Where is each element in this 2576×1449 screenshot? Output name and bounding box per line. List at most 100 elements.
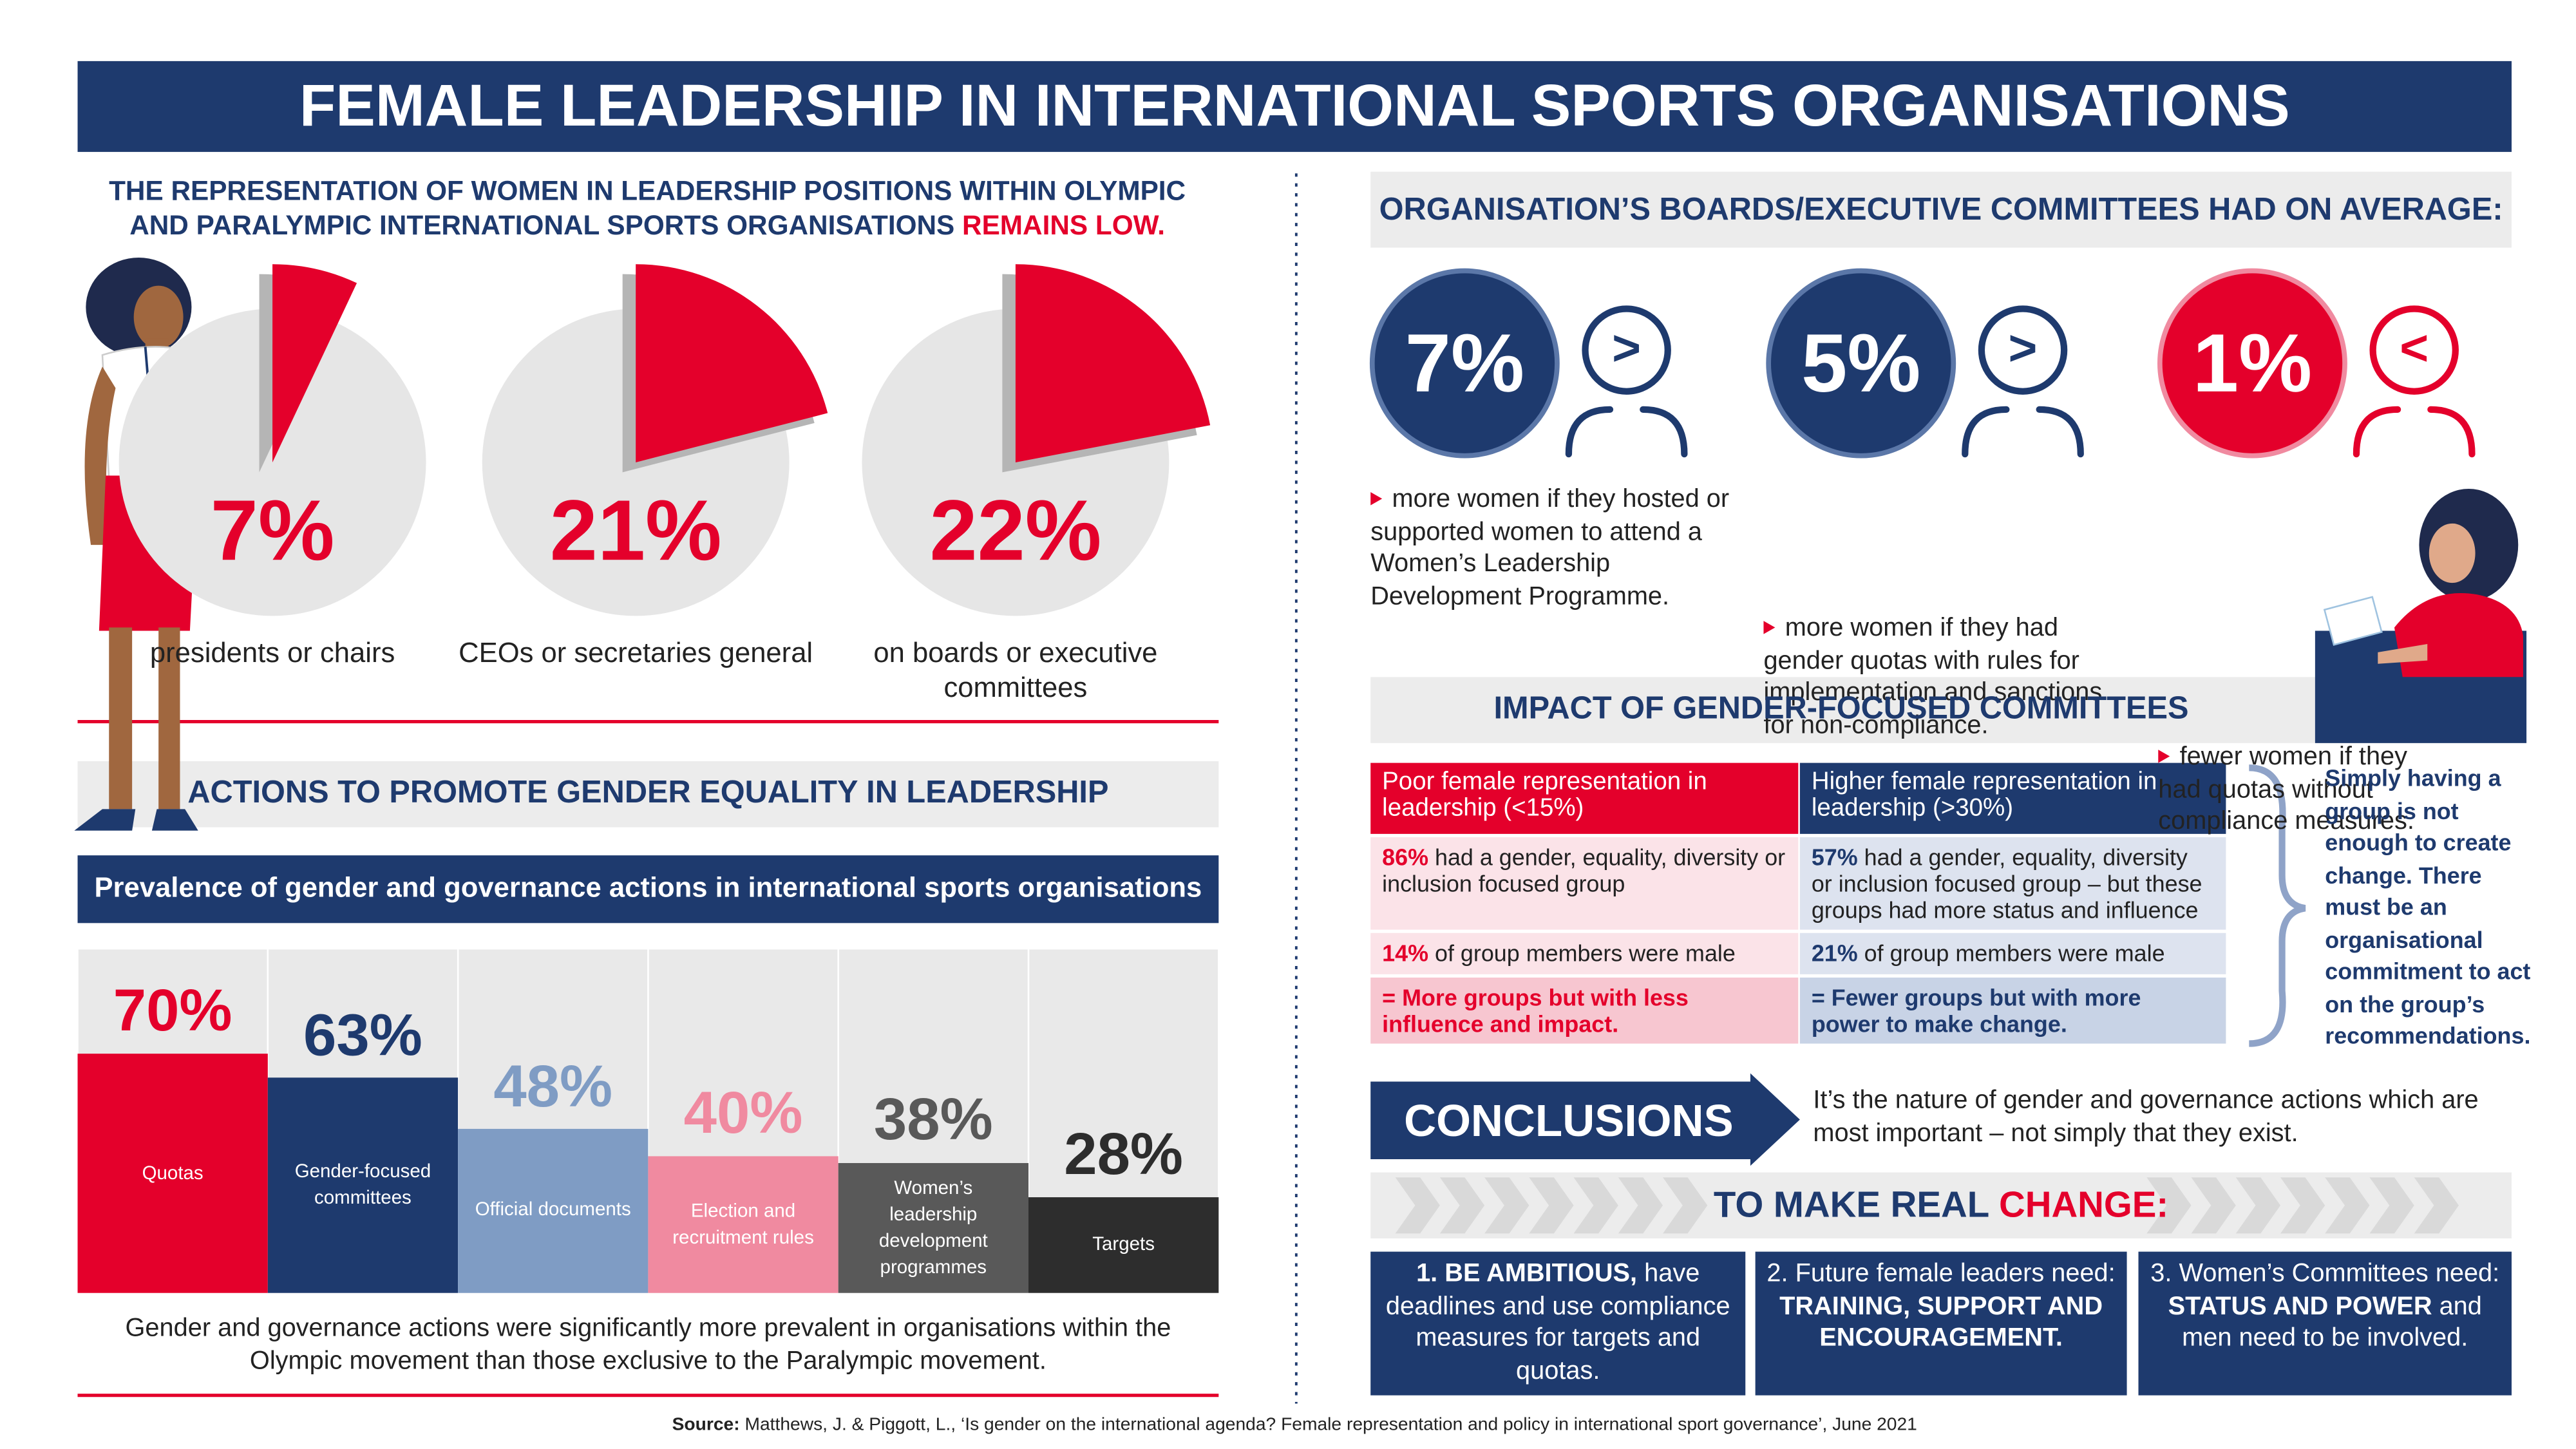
- bar: [267, 1077, 459, 1293]
- bar: [77, 1054, 268, 1293]
- actions-heading: ACTIONS TO PROMOTE GENDER EQUALITY IN LE…: [187, 776, 1109, 811]
- stat: 5%: [1801, 317, 1921, 410]
- impact-heading: IMPACT OF GENDER-FOCUSED COMMITTEES: [1493, 692, 2189, 727]
- bar-value-label: 38%: [873, 1085, 993, 1153]
- pie-category: CEOs or secretaries general: [459, 637, 813, 669]
- pie-value-label: 22%: [929, 484, 1102, 580]
- cell-text: had a gender, equality, diversity or inc…: [1382, 844, 1786, 897]
- step-text: 1. BE AMBITIOUS,: [1416, 1260, 1638, 1288]
- stat-circle: [1369, 268, 1560, 459]
- illustration: [2315, 488, 2527, 743]
- table-summary: = More groups but with less influence an…: [1382, 984, 1689, 1037]
- table-cell: [1370, 977, 1799, 1044]
- bar-title: Prevalence of gender and governance acti…: [94, 871, 1202, 904]
- source: Source: Matthews, J. & Piggott, L., ‘Is …: [78, 1414, 2512, 1437]
- intro-highlight: REMAINS LOW.: [962, 211, 1166, 242]
- bar-value-label: 40%: [683, 1078, 803, 1146]
- pie-background: [118, 308, 426, 616]
- table-cell: [1370, 837, 1799, 930]
- title-band: [77, 61, 2512, 152]
- table-cell: 14% of group members were male: [1370, 933, 1798, 973]
- cell-text: had a gender, equality, diversity or inc…: [1811, 844, 2202, 923]
- table-header: [1370, 762, 1799, 834]
- conclusions-text: It’s the nature of gender and governance…: [1813, 1086, 2479, 1147]
- table-cell: 21% of group members were male: [1800, 933, 2226, 973]
- actions-band: [77, 761, 1219, 828]
- boards-heading: ORGANISATION’S BOARDS/EXECUTIVE COMMITTE…: [1379, 193, 2503, 228]
- step-text: TRAINING, SUPPORT AND ENCOURAGEMENT.: [1779, 1292, 2103, 1352]
- step-text: have deadlines and use compliance measur…: [1385, 1260, 1730, 1385]
- table-header: [1799, 762, 2226, 834]
- pie-category: on boards or executive committees: [873, 637, 1158, 704]
- cell-text: of group members were male: [1864, 939, 2165, 966]
- bar: [1028, 1197, 1219, 1293]
- boards-text: fewer women if they had quotas without c…: [2158, 741, 2422, 838]
- stat-circle: [2157, 268, 2347, 459]
- bar: [648, 1156, 838, 1293]
- conclusions-arrow: [1370, 1073, 1800, 1166]
- boards-text: more women if they hosted or supported w…: [1370, 484, 1742, 612]
- intro-text: THE REPRESENTATION OF WOMEN IN LEADERSHI…: [109, 176, 1186, 242]
- bar-note: Gender and governance actions were signi…: [125, 1314, 1171, 1376]
- change-text: TO MAKE REAL: [1713, 1184, 1989, 1226]
- symbol: >: [2008, 321, 2038, 377]
- stat-circle: [1766, 268, 1956, 459]
- step-box: [2138, 1251, 2512, 1396]
- source-text: Matthews, J. & Piggott, L., ‘Is gender o…: [744, 1415, 1917, 1435]
- bar-category: Women’s leadership development programme…: [878, 1178, 988, 1278]
- step-text: 2. Future female leaders need:: [1766, 1260, 2116, 1288]
- table-cell: 57% had a gender, equality, diversity or…: [1800, 837, 2226, 930]
- conclusions-label: CONCLUSIONS: [1404, 1096, 1734, 1146]
- table-cell: [1370, 933, 1799, 974]
- cell-stat: 21%: [1811, 939, 1858, 966]
- step-box: [1755, 1251, 2127, 1396]
- step-box: [1370, 1251, 1746, 1396]
- intro: THE REPRESENTATION OF WOMEN IN LEADERSHI…: [86, 175, 1209, 245]
- pie-value-label: 7%: [210, 484, 335, 580]
- stat: 7%: [1405, 317, 1524, 410]
- bar-category: Official documents: [475, 1200, 631, 1221]
- step-text: 3. Women’s Committees need:: [2150, 1260, 2500, 1288]
- title: FEMALE LEADERSHIP IN INTERNATIONAL SPORT…: [299, 71, 2290, 139]
- table-header: Higher female representation in leadersh…: [1811, 768, 2157, 822]
- step: 1. BE AMBITIOUS, have deadlines and use …: [1381, 1258, 1736, 1387]
- table-summary: = Fewer groups but with more power to ma…: [1811, 984, 2141, 1037]
- table-cell: [1799, 933, 2226, 974]
- bar-category: Gender-focused committees: [294, 1162, 431, 1209]
- cell-stat: 86%: [1382, 844, 1429, 871]
- boards-text: more women if they had gender quotas wit…: [1763, 612, 2130, 741]
- step: 3. Women’s Committees need: STATUS AND P…: [2148, 1258, 2502, 1355]
- bar-category: Quotas: [142, 1163, 204, 1184]
- change-heading: TO MAKE REAL CHANGE:: [1370, 1184, 2512, 1227]
- step-text: STATUS AND POWER: [2168, 1292, 2432, 1320]
- pie-slice: [636, 264, 828, 462]
- source-label: Source:: [672, 1415, 740, 1435]
- cell-text: of group members were male: [1435, 939, 1736, 966]
- symbol: >: [1612, 321, 1642, 377]
- boards-band: [1370, 171, 2512, 248]
- table-cell: 86% had a gender, equality, diversity or…: [1370, 837, 1798, 904]
- person-icon: [1565, 305, 2476, 458]
- table-header: Poor female representation in leadership…: [1382, 768, 1707, 822]
- cell-stat: 57%: [1811, 844, 1858, 871]
- chevrons: [1395, 1177, 2459, 1234]
- table-cell: [1799, 977, 2226, 1044]
- stat: 1%: [2192, 317, 2313, 410]
- pie-value-label: 21%: [549, 484, 722, 580]
- bar-value-label: 48%: [493, 1051, 613, 1119]
- step-text: and men need to be involved.: [2182, 1292, 2482, 1352]
- bar-value-label: 70%: [113, 976, 232, 1044]
- symbol: <: [2400, 321, 2429, 377]
- bar: [458, 1128, 649, 1293]
- pie-category: presidents or chairs: [149, 637, 395, 669]
- bar: [838, 1162, 1029, 1293]
- pie-slice: [1015, 264, 1211, 462]
- bar-title-band: [77, 855, 1219, 923]
- pie-slice: [272, 264, 357, 462]
- bar-value-label: 63%: [303, 999, 422, 1068]
- change-highlight: CHANGE:: [1998, 1184, 2169, 1226]
- step: 2. Future female leaders need: TRAINING,…: [1765, 1258, 2117, 1355]
- bar-category: Targets: [1092, 1235, 1155, 1255]
- bar-value-label: 28%: [1064, 1119, 1184, 1188]
